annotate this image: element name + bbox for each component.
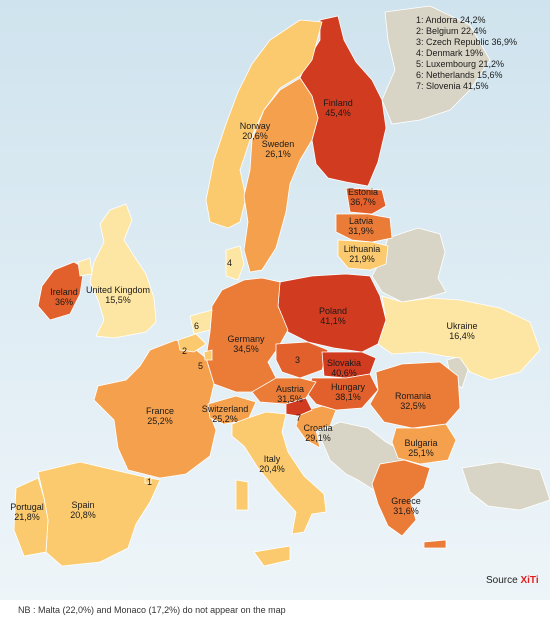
numbered-legend: 1: Andorra 24,2% 2: Belgium 22,4% 3: Cze…	[416, 15, 517, 92]
label-ukraine: Ukraine 16,4%	[446, 321, 478, 341]
denmark-shape[interactable]	[225, 245, 245, 281]
legend-item: 1: Andorra 24,2%	[416, 15, 486, 25]
ukraine-shape[interactable]	[377, 295, 541, 381]
marker-belgium: 2	[182, 346, 188, 356]
source-brand: XiTi	[520, 575, 539, 586]
marker-slovenia: 7	[296, 413, 302, 423]
footnote: NB : Malta (22,0%) and Monaco (17,2%) do…	[18, 605, 286, 615]
label-slovakia: Slovakia 40,6%	[326, 358, 362, 378]
legend-item: 6: Netherlands 15,6%	[416, 70, 503, 80]
greece-shape[interactable]	[371, 459, 447, 549]
label-germany: Germany 34,5%	[227, 334, 265, 354]
slovenia-shape[interactable]	[285, 397, 313, 417]
label-italy: Italy 20,4%	[259, 454, 285, 474]
marker-denmark: 4	[227, 258, 233, 268]
label-switzerland: Switzerland 25,2%	[201, 404, 249, 424]
label-croatia: Croatia 29,1%	[303, 423, 333, 443]
bulgaria-shape[interactable]	[391, 423, 457, 465]
legend-item: 5: Luxembourg 21,2%	[416, 59, 505, 69]
label-norway: Norway 20,6%	[239, 121, 271, 141]
turkey-region	[461, 461, 550, 511]
country-shapes	[13, 15, 541, 567]
netherlands-shape[interactable]	[189, 309, 213, 335]
estonia-shape[interactable]	[345, 187, 387, 215]
label-finland: Finland 45,4%	[323, 98, 353, 118]
italy-shape[interactable]	[231, 411, 327, 567]
croatia-shape[interactable]	[295, 405, 337, 449]
label-united-kingdom: United Kingdom 15,5%	[85, 285, 151, 305]
hungary-shape[interactable]	[305, 373, 379, 411]
label-spain: Spain 20,8%	[70, 500, 96, 520]
belarus-region	[371, 227, 447, 303]
source-prefix: Source	[486, 575, 518, 586]
source-credit: Source XiTi	[486, 575, 539, 586]
germany-shape[interactable]	[205, 277, 289, 393]
marker-andorra: 1	[147, 477, 153, 487]
map-frame: Finland 45,4% Norway 20,6% Sweden 26,1% Est…	[0, 0, 550, 600]
europe-map	[0, 0, 550, 600]
portugal-shape[interactable]	[13, 477, 49, 557]
legend-item: 2: Belgium 22,4%	[416, 26, 487, 36]
label-portugal: Portugal 21,8%	[10, 502, 44, 522]
label-ireland: Ireland 36%	[50, 287, 78, 307]
label-hungary: Hungary 38,1%	[330, 382, 366, 402]
label-bulgaria: Bulgaria 25,1%	[404, 438, 438, 458]
latvia-shape[interactable]	[335, 213, 393, 243]
label-lithuania: Lithuania 21,9%	[343, 244, 381, 264]
austria-shape[interactable]	[251, 377, 317, 405]
norway-shape[interactable]	[205, 19, 323, 229]
lithuania-shape[interactable]	[337, 239, 389, 271]
belgium-shape[interactable]	[177, 333, 207, 353]
marker-netherlands: 6	[194, 321, 200, 331]
ireland-shape[interactable]	[37, 261, 85, 321]
legend-item: 3: Czech Republic 36,9%	[416, 37, 518, 47]
label-greece: Greece 31,6%	[391, 496, 421, 516]
andorra-shape[interactable]	[144, 476, 152, 484]
label-france: France 25,2%	[145, 406, 175, 426]
label-estonia: Estonia 36,7%	[347, 187, 379, 207]
marker-luxembourg: 5	[198, 361, 204, 371]
russia-region	[381, 5, 491, 125]
label-latvia: Latvia 31,9%	[348, 216, 374, 236]
label-sweden: Sweden 26,1%	[261, 139, 295, 159]
marker-czech-republic: 3	[295, 355, 301, 365]
label-poland: Poland 41,1%	[318, 306, 348, 326]
czech-republic-shape[interactable]	[275, 341, 329, 379]
united-kingdom-shape[interactable]	[77, 203, 157, 339]
luxembourg-shape[interactable]	[203, 349, 213, 361]
legend-item: 7: Slovenia 41,5%	[416, 81, 489, 91]
label-romania: Romania 32,5%	[394, 391, 432, 411]
label-austria: Austria 31,5%	[275, 384, 305, 404]
sweden-shape[interactable]	[243, 77, 319, 273]
legend-item: 4: Denmark 19%	[416, 48, 484, 58]
